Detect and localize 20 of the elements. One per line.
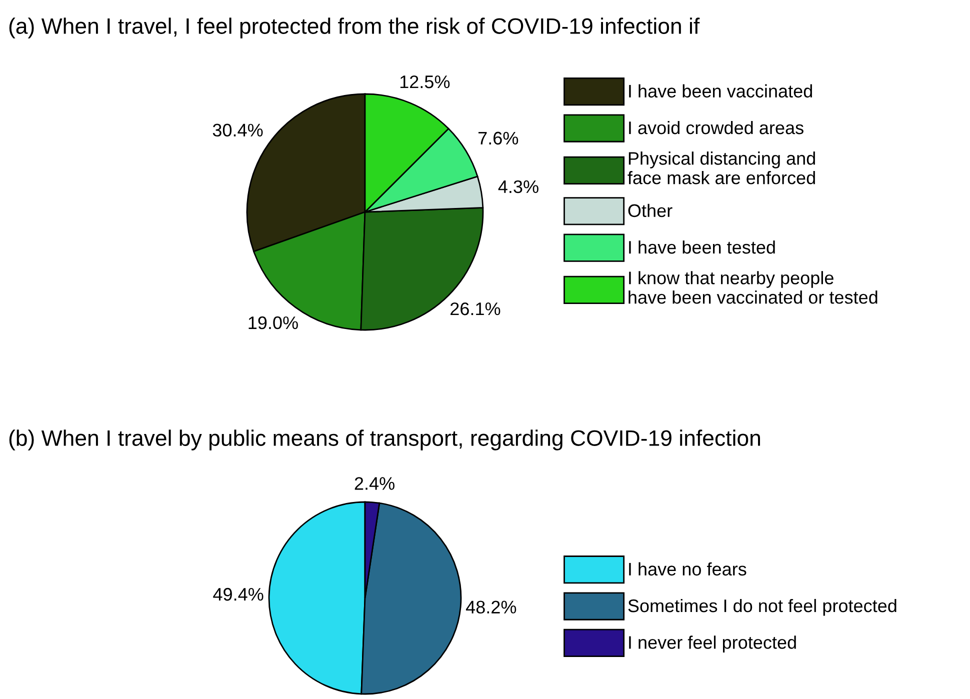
data-label: 2.4% (354, 477, 394, 490)
data-label: 49.4% (213, 588, 264, 601)
legend-label: I never feel protected (629, 636, 796, 652)
data-label: 26.1% (450, 302, 500, 316)
legend-label: I have been tested (629, 240, 775, 254)
legend-label: I avoid crowded areas (629, 120, 804, 134)
legend-label: Other (628, 204, 672, 218)
legend-label: I have been vaccinated (629, 84, 812, 98)
data-label: 4.3% (498, 180, 538, 194)
legend-label: Physical distancing and face mask are enforced (628, 152, 815, 184)
data-label: 19.0% (248, 316, 298, 330)
legend-label: Sometimes I do not feel protected (628, 598, 896, 616)
legend-label: I know that nearby people have been vaccinated or tested (628, 271, 878, 304)
data-label: 7.6% (478, 132, 518, 145)
chart-title: (a) When I travel, I feel protected from the risk of COVID-19 infection if (9, 18, 700, 38)
data-label: 12.5% (400, 75, 450, 88)
legend-label: I have no fears (629, 562, 746, 576)
chart-title: (b) When I travel by public means of transport, regarding COVID-19 infection (9, 430, 760, 450)
data-label: 30.4% (212, 124, 263, 137)
data-label: 48.2% (466, 600, 516, 614)
